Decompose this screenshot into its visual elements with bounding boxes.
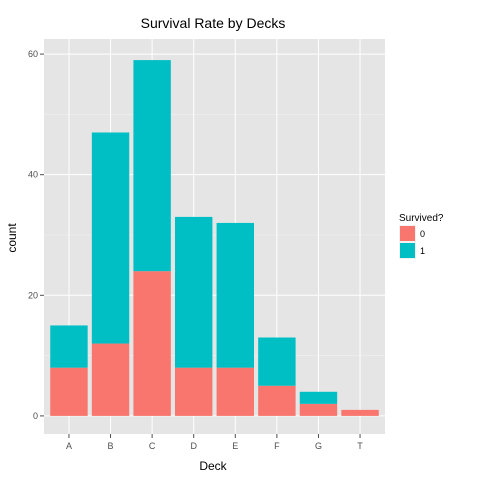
y-axis-title: count (5, 223, 19, 253)
legend: Survived? 01 (399, 213, 444, 259)
x-tick-label: T (357, 441, 363, 451)
legend-label: 1 (420, 246, 425, 256)
y-tick-label: 20 (28, 290, 38, 300)
legend-swatch (400, 226, 415, 241)
y-tick-label: 0 (33, 411, 38, 421)
legend-title: Survived? (399, 213, 444, 224)
bar-C-survived-0 (133, 271, 171, 416)
y-axis: 0 20 40 60 (28, 49, 44, 421)
bar-A-survived-0 (50, 367, 88, 416)
y-tick-label: 40 (28, 170, 38, 180)
x-tick-label: G (315, 441, 322, 451)
legend-items: 01 (399, 225, 425, 259)
legend-label: 0 (420, 229, 425, 239)
bar-G-survived-0 (299, 403, 338, 416)
bar-A-survived-1 (50, 325, 88, 368)
bar-D-survived-0 (174, 367, 213, 416)
x-axis-title: Deck (199, 459, 227, 473)
bar-E-survived-1 (216, 222, 255, 368)
chart-title: Survival Rate by Decks (141, 15, 286, 31)
x-tick-label: E (232, 441, 238, 451)
x-tick-label: A (66, 441, 72, 451)
bar-C-survived-1 (133, 60, 171, 272)
x-tick-label: C (149, 441, 156, 451)
bar-B-survived-1 (91, 132, 130, 344)
bar-F-survived-1 (258, 337, 296, 386)
bar-G-survived-1 (299, 391, 338, 404)
bars (50, 60, 379, 416)
x-tick-label: D (190, 441, 197, 451)
y-tick-label: 60 (28, 49, 38, 59)
bar-F-survived-0 (258, 385, 296, 416)
x-tick-label: B (108, 441, 114, 451)
bar-B-survived-0 (91, 343, 130, 416)
bar-T-survived-0 (341, 409, 379, 416)
x-tick-label: F (274, 441, 280, 451)
bar-E-survived-0 (216, 367, 255, 416)
bar-D-survived-1 (174, 216, 213, 368)
legend-swatch (400, 243, 415, 258)
